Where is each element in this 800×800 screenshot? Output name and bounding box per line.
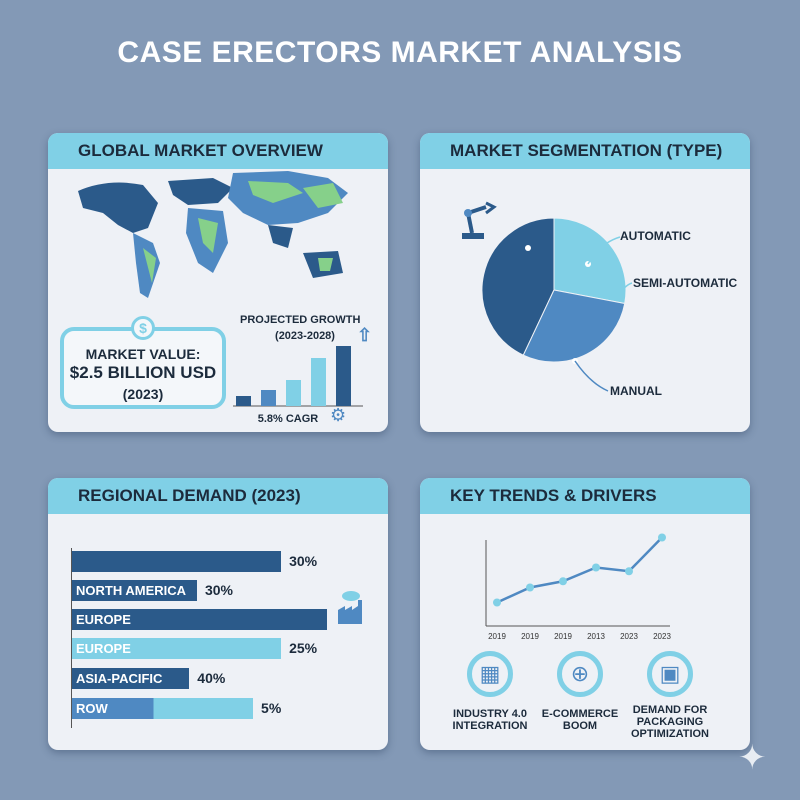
- region-percent: 30%: [204, 582, 233, 598]
- market-value-year: (2023): [122, 386, 164, 402]
- leader-line: [615, 282, 633, 299]
- growth-bar: [286, 380, 301, 406]
- pie-label-automatic: AUTOMATIC: [620, 229, 691, 243]
- global-market-overview-card: GLOBAL MARKET OVERVIEW $ MARKET VALUE: $…: [48, 133, 388, 432]
- bar-axis: [71, 548, 72, 728]
- arrow-up-icon: ⇧: [357, 325, 373, 345]
- driver-label: INTEGRATION: [452, 720, 528, 732]
- pie-label-semi-automatic: SEMI-AUTOMATIC: [633, 276, 738, 290]
- region-bar: NORTH AMERICA: [72, 580, 197, 601]
- pie-slice: [522, 289, 626, 363]
- driver-label: PACKAGING: [636, 716, 704, 728]
- dollar-icon: $: [131, 316, 155, 340]
- pie-dot: [525, 245, 531, 251]
- x-tick-label: 2013: [587, 632, 605, 641]
- market-value-label: MARKET VALUE:: [85, 346, 201, 362]
- x-tick-label: 2023: [653, 632, 671, 641]
- x-tick-label: 2019: [554, 632, 572, 641]
- trend-line-chart: 2019 2019 2019 2013 2023 2023: [485, 533, 671, 641]
- trend-point: [625, 567, 633, 576]
- leader-line: [574, 360, 609, 392]
- growth-bar: [261, 390, 276, 406]
- segmentation-pie-chart: [481, 217, 633, 392]
- region-bar: [72, 551, 282, 572]
- region-bar: ASIA-PACIFIC: [72, 668, 190, 689]
- card-header: GLOBAL MARKET OVERVIEW: [48, 133, 388, 169]
- robot-arm-icon: [462, 201, 497, 239]
- gear-icon: ⚙: [330, 405, 347, 425]
- region-percent: 30%: [289, 553, 318, 569]
- card-header: REGIONAL DEMAND (2023): [48, 478, 388, 514]
- cagr-label: 5.8% CAGR: [257, 413, 319, 425]
- leader-line: [587, 236, 621, 265]
- market-segmentation-card: MARKET SEGMENTATION (TYPE) AUTOMATIC SEM…: [420, 133, 750, 432]
- trend-point: [658, 533, 666, 542]
- growth-bar: [336, 346, 351, 406]
- x-tick-label: 2023: [620, 632, 638, 641]
- region-bar: ROW: [72, 698, 254, 719]
- trend-point: [559, 577, 567, 586]
- growth-title: PROJECTED GROWTH: [240, 314, 361, 326]
- driver-label: DEMAND FOR: [632, 704, 708, 716]
- trend-point: [592, 563, 600, 572]
- regional-demand-card: REGIONAL DEMAND (2023) 30% NORTH AMERICA 3…: [48, 478, 388, 750]
- growth-bar: [236, 396, 251, 406]
- x-tick-label: 2019: [521, 632, 539, 641]
- region-percent: 5%: [261, 700, 282, 716]
- pie-label-manual: MANUAL: [610, 384, 662, 398]
- driver-label: INDUSTRY 4.0: [453, 708, 527, 720]
- factory-icon: [338, 591, 362, 624]
- card-header: KEY TRENDS & DRIVERS: [420, 478, 750, 514]
- market-value: $2.5 BILLION USD: [69, 363, 217, 382]
- trend-point: [526, 583, 534, 592]
- card-header: MARKET SEGMENTATION (TYPE): [420, 133, 750, 169]
- chip-icon: ▦: [467, 651, 513, 697]
- region-percent: 40%: [197, 670, 226, 686]
- region-bar: EUROPE: [72, 609, 327, 630]
- sparkle-icon: ✦: [738, 739, 767, 777]
- pie-slice: [481, 217, 555, 356]
- growth-period: (2023-2028): [275, 330, 335, 342]
- box-icon: ▣: [647, 651, 693, 697]
- page-title: CASE ERECTORS MARKET ANALYSIS: [117, 36, 683, 69]
- region-percent: 25%: [289, 640, 318, 656]
- driver-label: E-COMMERCE: [541, 708, 619, 720]
- trend-line: [496, 536, 663, 604]
- key-trends-card: KEY TRENDS & DRIVERS 2019 2019 2019 2013 202…: [420, 478, 750, 750]
- trend-point: [493, 598, 501, 607]
- world-map: [78, 171, 348, 298]
- growth-bar: [311, 358, 326, 406]
- driver-label: OPTIMIZATION: [630, 728, 709, 740]
- x-tick-label: 2019: [488, 632, 506, 641]
- globe-icon: ⊕: [557, 651, 603, 697]
- region-bar: EUROPE: [72, 638, 282, 659]
- driver-label: BOOM: [562, 720, 598, 732]
- growth-bar-chart: [233, 346, 363, 407]
